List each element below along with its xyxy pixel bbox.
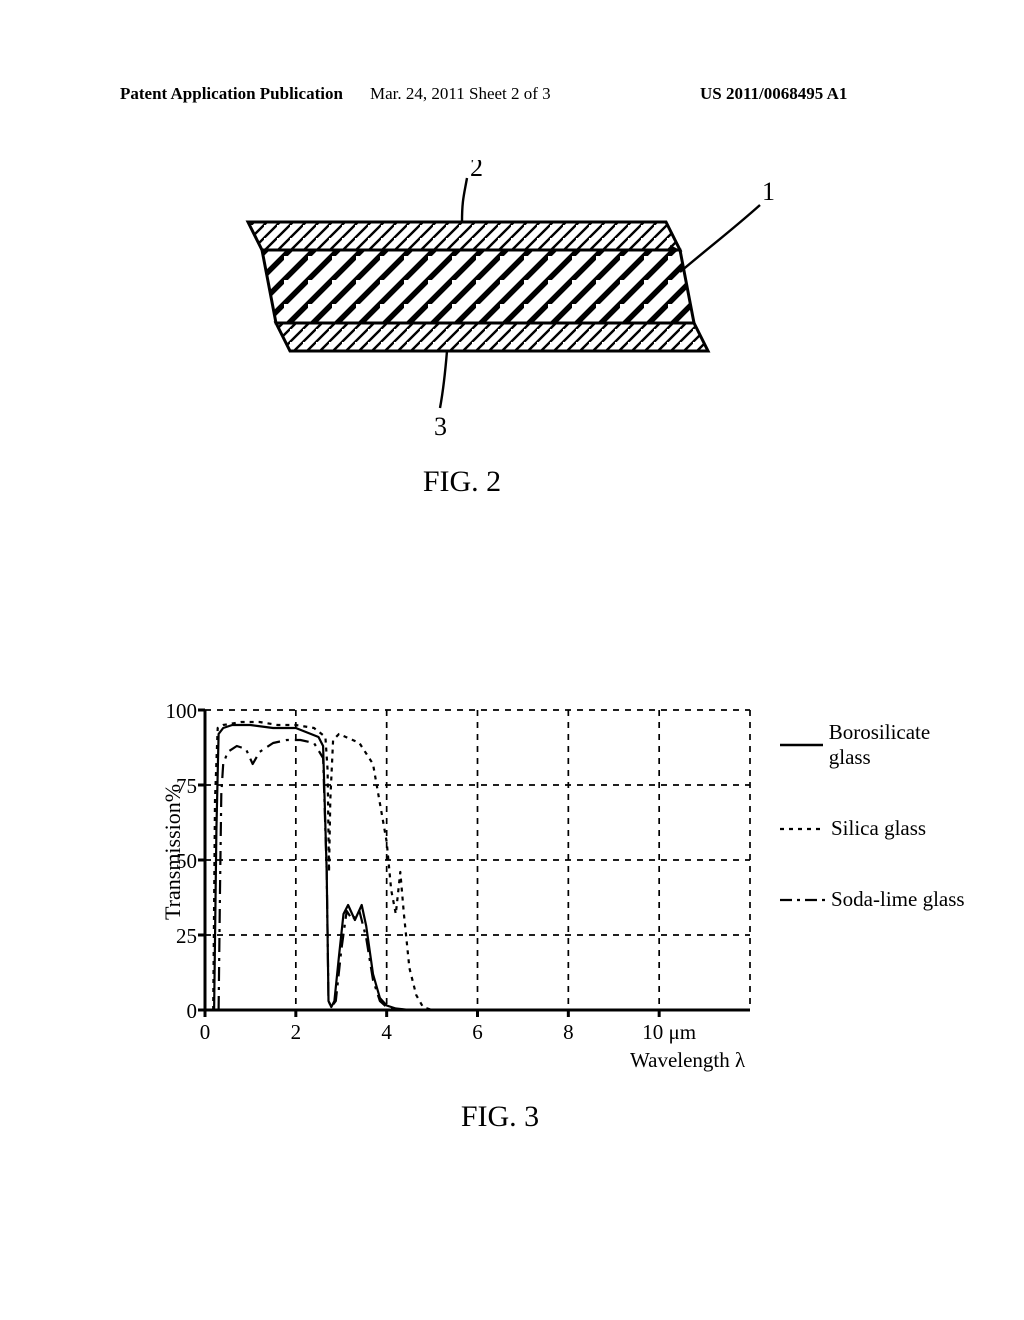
- legend-item: Silica glass: [780, 816, 970, 841]
- legend-item: Soda-lime glass: [780, 887, 970, 912]
- transmission-chart: [150, 690, 770, 1050]
- chart-x-tick: 0: [185, 1020, 225, 1045]
- fig2-label-3: 3: [434, 412, 447, 441]
- chart-x-tick: 4: [367, 1020, 407, 1045]
- chart-x-tick-unit: 10 μm: [629, 1020, 709, 1045]
- chart-legend: Borosilicate glass Silica glass Soda-lim…: [780, 720, 970, 958]
- figure-2-caption: FIG. 2: [212, 465, 712, 499]
- legend-label: Silica glass: [831, 816, 926, 841]
- legend-swatch-dashed: [780, 817, 825, 841]
- figure-2: 2 1 3 FIG. 2: [212, 160, 812, 500]
- fig2-label-1: 1: [762, 177, 775, 206]
- chart-y-tick: 25: [157, 924, 197, 949]
- chart-y-tick: 75: [157, 774, 197, 799]
- legend-label: Borosilicate glass: [829, 720, 970, 770]
- figure-3: Transmission% 0255075100 0246810 μm Wave…: [150, 690, 970, 1160]
- legend-swatch-dashdot: [780, 888, 825, 912]
- chart-x-tick: 8: [548, 1020, 588, 1045]
- chart-y-tick: 100: [157, 699, 197, 724]
- header-left: Patent Application Publication: [120, 84, 343, 104]
- figure-3-caption: FIG. 3: [350, 1100, 650, 1134]
- header-center: Mar. 24, 2011 Sheet 2 of 3: [370, 84, 551, 104]
- figure-2-diagram: 2 1 3: [212, 160, 812, 450]
- chart-x-axis-label: Wavelength λ: [630, 1048, 745, 1073]
- header-right: US 2011/0068495 A1: [700, 84, 847, 104]
- legend-swatch-solid: [780, 733, 823, 757]
- fig2-label-2: 2: [470, 160, 483, 182]
- legend-label: Soda-lime glass: [831, 887, 965, 912]
- chart-x-tick: 2: [276, 1020, 316, 1045]
- chart-y-tick: 50: [157, 849, 197, 874]
- legend-item: Borosilicate glass: [780, 720, 970, 770]
- chart-x-tick: 6: [458, 1020, 498, 1045]
